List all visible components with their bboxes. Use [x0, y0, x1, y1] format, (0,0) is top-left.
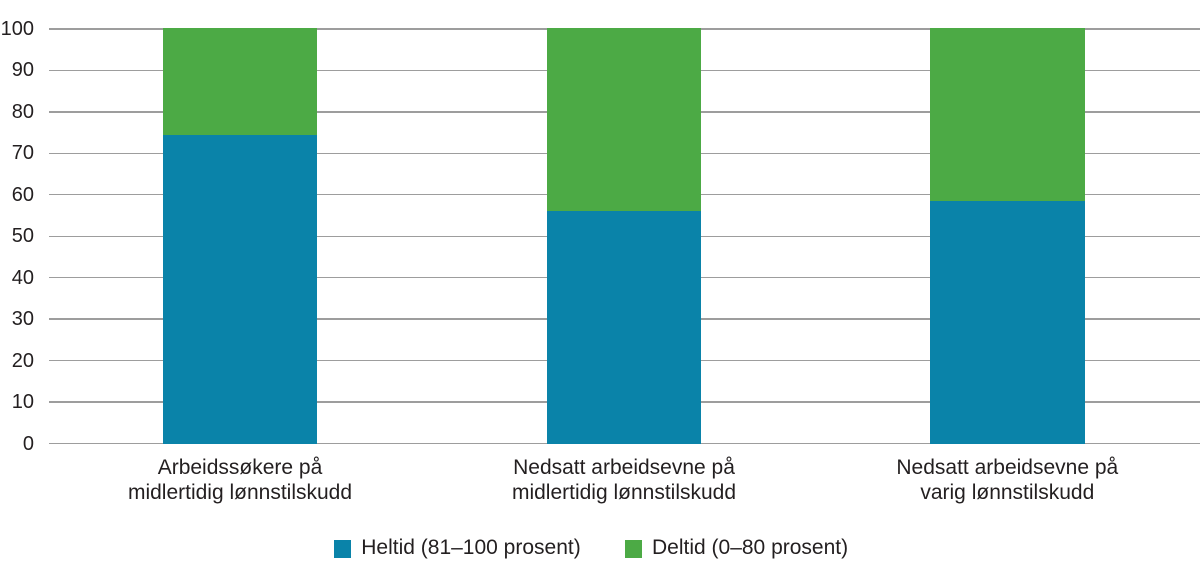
- x-category-label-1: Arbeidssøkere på midlertidig lønnstilskud…: [40, 455, 440, 506]
- y-axis-tick-label: 100: [0, 17, 34, 40]
- x-category-label-3: Nedsatt arbeidsevne på varig lønnstilskud…: [807, 455, 1200, 506]
- legend-label-deltid: Deltid (0–80 prosent): [652, 535, 849, 559]
- y-axis-tick-label: 90: [11, 59, 34, 82]
- x-category-label-2: Nedsatt arbeidsevne på midlertidig lønnst…: [424, 455, 824, 506]
- x-category-label-line: midlertidig lønnstilskudd: [127, 481, 353, 505]
- x-category-label-line: Arbeidssøkere på: [157, 456, 323, 479]
- x-category-label-line: varig lønnstilskudd: [920, 481, 1095, 505]
- y-axis-tick-label: 40: [11, 266, 34, 289]
- y-axis-tick-label: 80: [11, 100, 34, 123]
- legend-item-deltid: Deltid (0–80 prosent): [624, 535, 849, 559]
- bar-segment-heltid-2: [546, 211, 702, 445]
- legend-label-heltid: Heltid (81–100 prosent): [361, 535, 581, 559]
- bar-segment-deltid-2: [546, 28, 702, 212]
- x-category-label-line: midlertidig lønnstilskudd: [511, 481, 737, 505]
- bar-segment-deltid-1: [162, 28, 318, 135]
- y-axis-tick-label: 10: [11, 391, 34, 414]
- x-category-label-line: Nedsatt arbeidsevne på: [896, 456, 1119, 479]
- legend-swatch-deltid: [624, 540, 642, 558]
- y-axis-tick-label: 50: [11, 225, 34, 248]
- y-axis-tick-label: 60: [11, 183, 34, 206]
- bar-segment-heltid-1: [162, 134, 318, 445]
- legend-item-heltid: Heltid (81–100 prosent): [333, 535, 581, 559]
- y-axis-tick-label: 20: [11, 349, 34, 372]
- y-axis-tick-label: 70: [11, 142, 34, 165]
- y-axis-tick-label: 0: [22, 432, 34, 455]
- x-category-label-line: Nedsatt arbeidsevne på: [513, 456, 735, 479]
- bar-segment-heltid-3: [930, 200, 1085, 445]
- y-axis-tick-label: 30: [11, 308, 34, 331]
- legend-swatch-heltid: [333, 540, 352, 558]
- bar-segment-deltid-3: [930, 28, 1085, 201]
